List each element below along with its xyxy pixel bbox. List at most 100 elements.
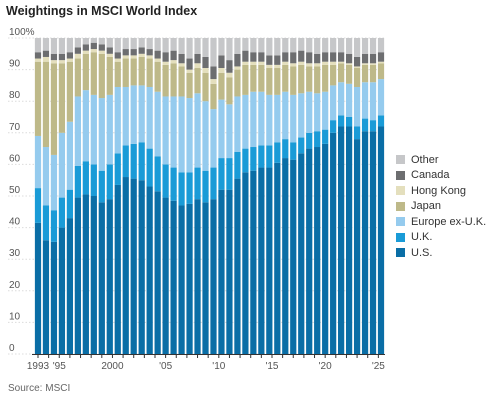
bar-segment-europe-ex-u-k bbox=[114, 86, 121, 154]
x-tick-label: '20 bbox=[319, 361, 332, 372]
bar-segment-u-k bbox=[162, 164, 169, 198]
bar-segment-u-s bbox=[234, 178, 241, 354]
bar-segment-hong-kong bbox=[106, 53, 113, 57]
legend-swatch bbox=[396, 217, 405, 227]
bar-segment-hong-kong bbox=[369, 63, 377, 65]
bar-segment-japan bbox=[330, 64, 337, 86]
x-tick-label: '25 bbox=[372, 361, 385, 372]
bar-segment-u-k bbox=[90, 164, 97, 196]
bar-segment-other bbox=[90, 38, 97, 43]
bar-segment-canada bbox=[282, 52, 289, 62]
bar-segment-europe-ex-u-k bbox=[258, 91, 265, 146]
bar-segment-other bbox=[258, 38, 265, 53]
bar-segment-canada bbox=[345, 53, 353, 64]
bar-segment-canada bbox=[146, 49, 153, 56]
bar-segment-other bbox=[162, 38, 169, 53]
bar-segment-europe-ex-u-k bbox=[106, 94, 113, 165]
y-tick-label: 50 bbox=[9, 185, 21, 196]
bar-segment-other bbox=[242, 38, 249, 51]
bar-segment-other bbox=[377, 38, 385, 53]
bar-segment-japan bbox=[146, 58, 153, 87]
bar-segment-hong-kong bbox=[306, 63, 313, 67]
bar-segment-canada bbox=[58, 53, 66, 61]
legend-label: Japan bbox=[411, 200, 441, 213]
bar-segment-canada bbox=[330, 52, 337, 62]
bar-segment-u-k bbox=[98, 170, 105, 203]
bar-segment-other bbox=[98, 38, 105, 45]
bar-segment-other bbox=[66, 38, 74, 53]
bar-segment-u-s bbox=[322, 143, 329, 354]
bar-segment-europe-ex-u-k bbox=[162, 96, 169, 165]
bar-segment-canada bbox=[306, 52, 313, 64]
bar-segment-canada bbox=[266, 55, 273, 65]
bar-segment-other bbox=[369, 38, 377, 54]
bar-segment-japan bbox=[242, 64, 249, 95]
bar-segment-u-k bbox=[338, 115, 345, 127]
bar-segment-other bbox=[42, 38, 50, 51]
bar-segment-europe-ex-u-k bbox=[146, 86, 153, 149]
bar-segment-japan bbox=[82, 53, 89, 91]
bar-segment-japan bbox=[298, 64, 305, 94]
bar-segment-japan bbox=[210, 83, 217, 110]
bar-segment-canada bbox=[218, 55, 225, 69]
bar-segment-other bbox=[218, 38, 225, 56]
bar-segment-japan bbox=[377, 63, 385, 80]
bar-segment-japan bbox=[90, 52, 97, 95]
bar-segment-japan bbox=[58, 63, 66, 133]
bar-segment-canada bbox=[298, 50, 305, 62]
bar-segment-other bbox=[130, 38, 137, 50]
legend-swatch bbox=[396, 248, 405, 258]
bar-segment-u-k bbox=[34, 188, 42, 223]
bar-segment-hong-kong bbox=[282, 61, 289, 65]
bar-segment-hong-kong bbox=[74, 53, 81, 59]
bar-segment-u-k bbox=[377, 115, 385, 127]
bar-segment-japan bbox=[345, 64, 353, 84]
bar-segment-canada bbox=[210, 66, 217, 80]
bar-segment-u-s bbox=[218, 189, 225, 354]
bar-segment-canada bbox=[82, 44, 89, 51]
bar-segment-hong-kong bbox=[218, 68, 225, 73]
bar-segment-canada bbox=[234, 53, 241, 67]
bar-segment-u-k bbox=[330, 120, 337, 133]
bar-segment-hong-kong bbox=[42, 56, 50, 62]
bar-segment-hong-kong bbox=[90, 49, 97, 53]
bar-segment-u-s bbox=[210, 199, 217, 354]
bar-segment-u-k bbox=[369, 120, 377, 132]
bar-segment-hong-kong bbox=[345, 63, 353, 65]
bar-segment-japan bbox=[34, 61, 42, 136]
bar-segment-canada bbox=[122, 49, 129, 56]
bar-segment-other bbox=[202, 38, 209, 57]
bar-segment-canada bbox=[106, 47, 113, 54]
bar-segment-europe-ex-u-k bbox=[234, 96, 241, 152]
legend-swatch bbox=[396, 155, 405, 165]
bar-segment-canada bbox=[178, 53, 185, 64]
bar-segment-u-k bbox=[50, 210, 58, 242]
bar-segment-europe-ex-u-k bbox=[122, 86, 129, 146]
bar-segment-other bbox=[122, 38, 129, 50]
bar-segment-hong-kong bbox=[58, 60, 66, 64]
bar-segment-u-s bbox=[178, 205, 185, 354]
bar-segment-u-s bbox=[298, 153, 305, 354]
bar-segment-u-k bbox=[361, 118, 369, 132]
bar-segment-japan bbox=[186, 72, 193, 99]
bar-segment-other bbox=[290, 38, 297, 53]
bar-segment-u-k bbox=[170, 167, 177, 201]
bar-segment-europe-ex-u-k bbox=[170, 96, 177, 168]
bar-segment-hong-kong bbox=[234, 66, 241, 70]
y-tick-label: 0 bbox=[9, 343, 15, 354]
bar-segment-hong-kong bbox=[66, 58, 74, 62]
bar-segment-canada bbox=[154, 50, 161, 59]
bar-segment-europe-ex-u-k bbox=[226, 104, 233, 159]
bar-segment-europe-ex-u-k bbox=[242, 94, 249, 149]
source-note: Source: MSCI bbox=[8, 383, 71, 394]
y-tick-label: 80 bbox=[9, 90, 21, 101]
bar-segment-u-s bbox=[266, 167, 273, 354]
legend-swatch bbox=[396, 170, 405, 180]
bar-segment-japan bbox=[258, 64, 265, 92]
bar-segment-u-k bbox=[242, 148, 249, 173]
bar-segment-europe-ex-u-k bbox=[58, 132, 66, 198]
bar-segment-canada bbox=[130, 49, 137, 56]
bar-segment-hong-kong bbox=[186, 69, 193, 73]
bar-segment-u-k bbox=[106, 164, 113, 200]
